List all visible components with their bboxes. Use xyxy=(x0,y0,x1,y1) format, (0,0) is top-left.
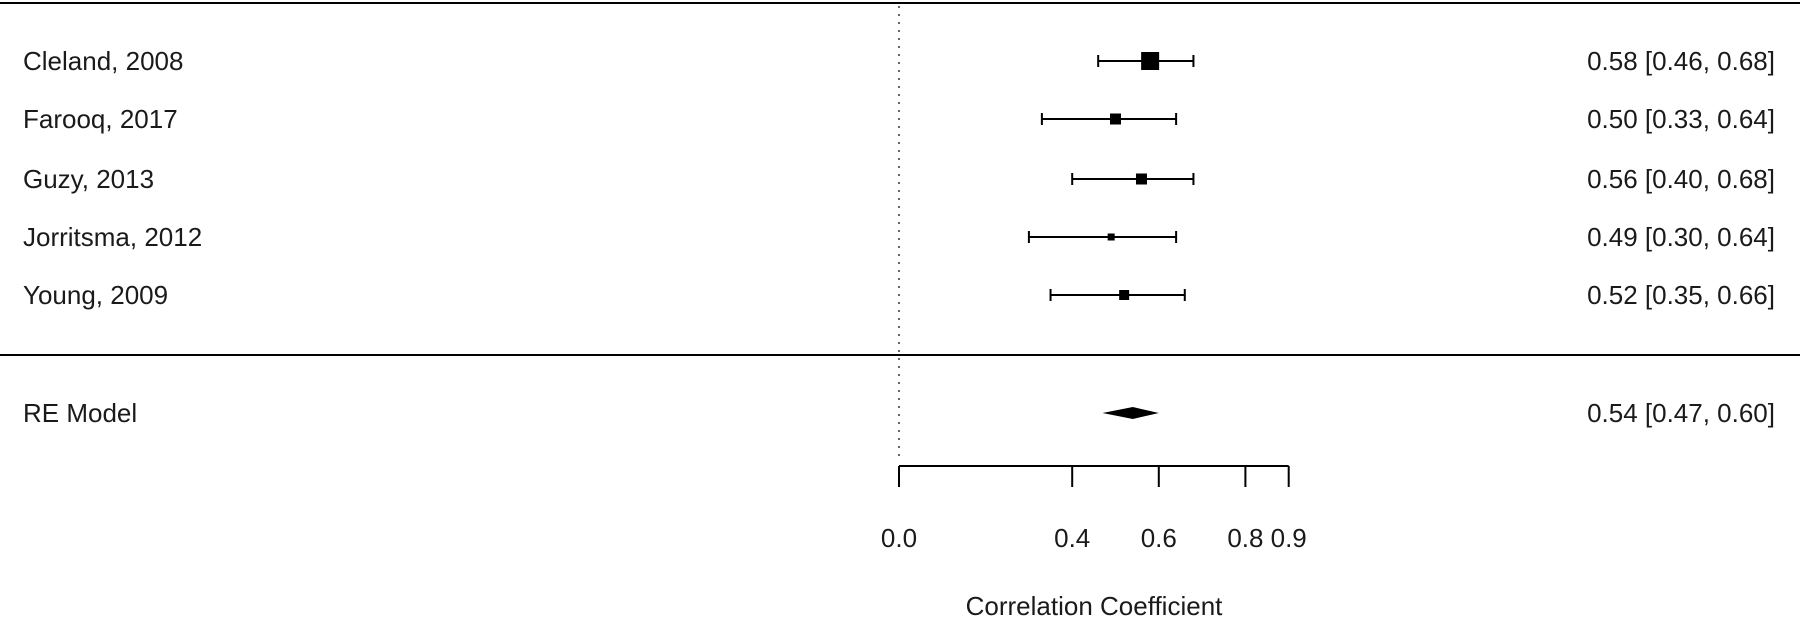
study-row: Guzy, 2013 0.56 [0.40, 0.68] xyxy=(23,164,1775,194)
study-label: Jorritsma, 2012 xyxy=(23,222,202,252)
summary-diamond xyxy=(1102,407,1159,419)
x-axis-title: Correlation Coefficient xyxy=(966,591,1224,620)
study-label: Farooq, 2017 xyxy=(23,104,178,134)
x-tick-label: 0.8 xyxy=(1227,523,1263,553)
summary-row: RE Model 0.54 [0.47, 0.60] xyxy=(23,398,1775,428)
study-row: Young, 2009 0.52 [0.35, 0.66] xyxy=(23,280,1775,310)
study-row: Jorritsma, 2012 0.49 [0.30, 0.64] xyxy=(23,222,1775,252)
study-label: Cleland, 2008 xyxy=(23,46,183,76)
study-row: Farooq, 2017 0.50 [0.33, 0.64] xyxy=(23,104,1775,134)
point-estimate xyxy=(1141,52,1160,70)
study-label: Young, 2009 xyxy=(23,280,168,310)
estimate-label: 0.52 [0.35, 0.66] xyxy=(1587,280,1775,310)
estimate-label: 0.50 [0.33, 0.64] xyxy=(1587,104,1775,134)
study-label: Guzy, 2013 xyxy=(23,164,154,194)
estimate-label: 0.56 [0.40, 0.68] xyxy=(1587,164,1775,194)
estimate-label: 0.49 [0.30, 0.64] xyxy=(1587,222,1775,252)
point-estimate xyxy=(1135,173,1147,185)
summary-label: RE Model xyxy=(23,398,137,428)
point-estimate xyxy=(1107,233,1115,241)
estimate-label: 0.58 [0.46, 0.68] xyxy=(1587,46,1775,76)
x-tick-label: 0.4 xyxy=(1054,523,1090,553)
point-estimate xyxy=(1110,113,1121,125)
x-tick-label: 0.6 xyxy=(1141,523,1177,553)
summary-estimate-label: 0.54 [0.47, 0.60] xyxy=(1587,398,1775,428)
x-tick-label: 0.9 xyxy=(1271,523,1307,553)
study-row: Cleland, 2008 0.58 [0.46, 0.68] xyxy=(23,46,1775,76)
x-tick-label: 0.0 xyxy=(881,523,917,553)
point-estimate xyxy=(1119,290,1130,300)
